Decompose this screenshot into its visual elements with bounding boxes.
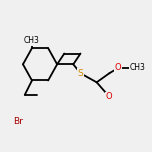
Text: S: S [78, 69, 83, 78]
Text: CH3: CH3 [130, 63, 146, 72]
Text: O: O [115, 63, 122, 72]
Text: Br: Br [13, 117, 22, 126]
Text: CH3: CH3 [24, 36, 40, 45]
Text: O: O [106, 92, 113, 101]
